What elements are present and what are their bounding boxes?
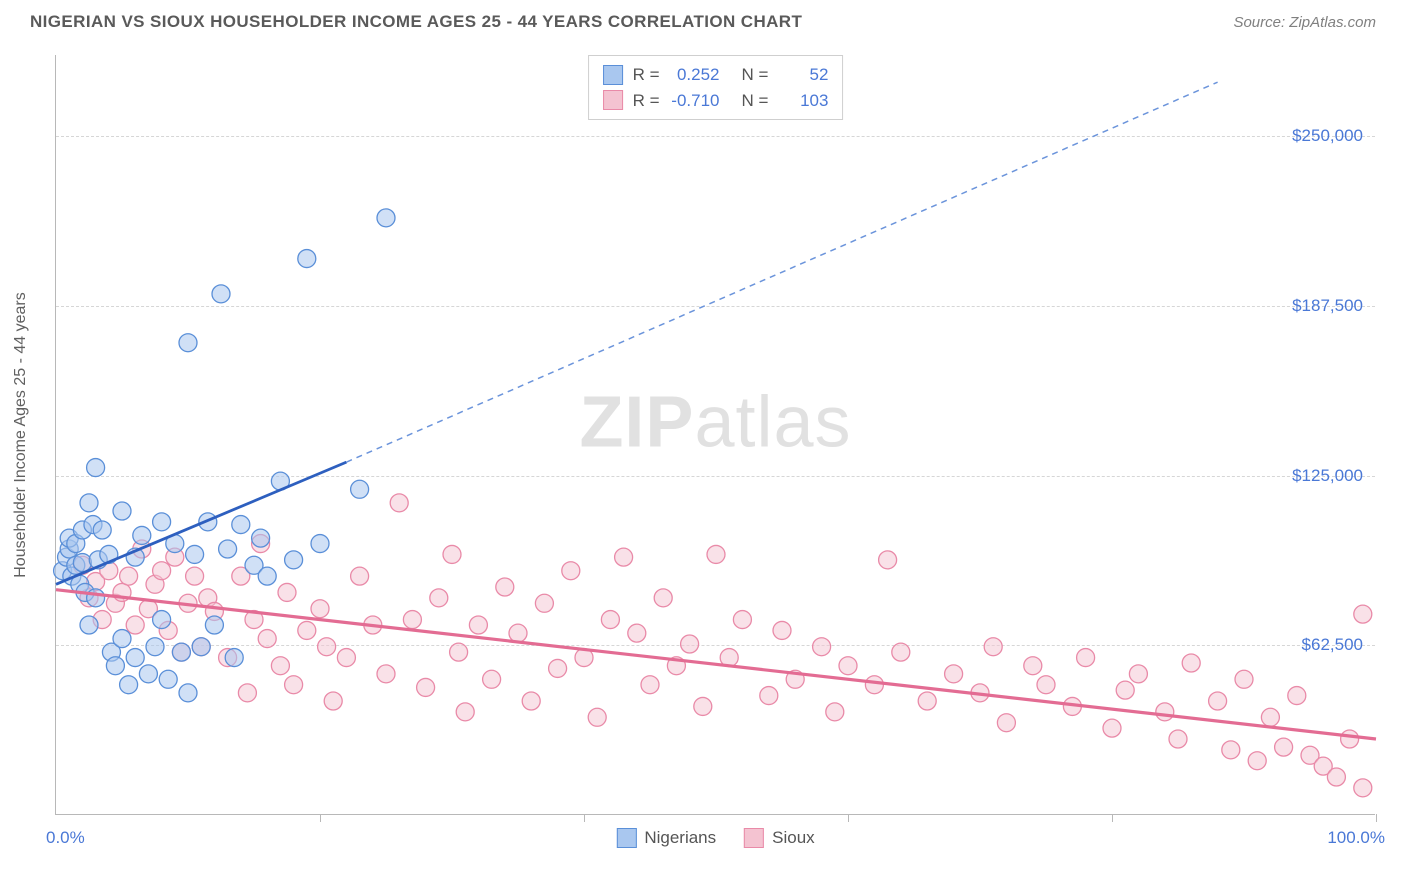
x-axis-max: 100.0% <box>1327 828 1385 848</box>
x-axis-min: 0.0% <box>46 828 85 848</box>
r-value-sioux: -0.710 <box>670 88 720 114</box>
r-value-nigerians: 0.252 <box>670 62 720 88</box>
legend-row-nigerians: R = 0.252 N = 52 <box>603 62 829 88</box>
swatch-sioux-icon <box>744 828 764 848</box>
chart-area: Householder Income Ages 25 - 44 years $6… <box>55 55 1375 815</box>
y-axis-title: Householder Income Ages 25 - 44 years <box>12 292 30 578</box>
legend-series: Nigerians Sioux <box>616 828 814 848</box>
source-label: Source: ZipAtlas.com <box>1233 14 1376 31</box>
legend-label-nigerians: Nigerians <box>644 828 716 848</box>
r-label: R = <box>633 88 660 114</box>
swatch-sioux <box>603 90 623 110</box>
swatch-nigerians <box>603 65 623 85</box>
n-label: N = <box>742 62 769 88</box>
n-value-nigerians: 52 <box>778 62 828 88</box>
legend-item-sioux: Sioux <box>744 828 815 848</box>
legend-label-sioux: Sioux <box>772 828 815 848</box>
swatch-nigerians-icon <box>616 828 636 848</box>
n-label: N = <box>742 88 769 114</box>
r-label: R = <box>633 62 660 88</box>
header: NIGERIAN VS SIOUX HOUSEHOLDER INCOME AGE… <box>0 0 1406 40</box>
legend-correlation: R = 0.252 N = 52 R = -0.710 N = 103 <box>588 55 844 120</box>
chart-title: NIGERIAN VS SIOUX HOUSEHOLDER INCOME AGE… <box>30 12 802 32</box>
legend-item-nigerians: Nigerians <box>616 828 716 848</box>
plot-svg <box>56 55 1375 814</box>
n-value-sioux: 103 <box>778 88 828 114</box>
legend-row-sioux: R = -0.710 N = 103 <box>603 88 829 114</box>
